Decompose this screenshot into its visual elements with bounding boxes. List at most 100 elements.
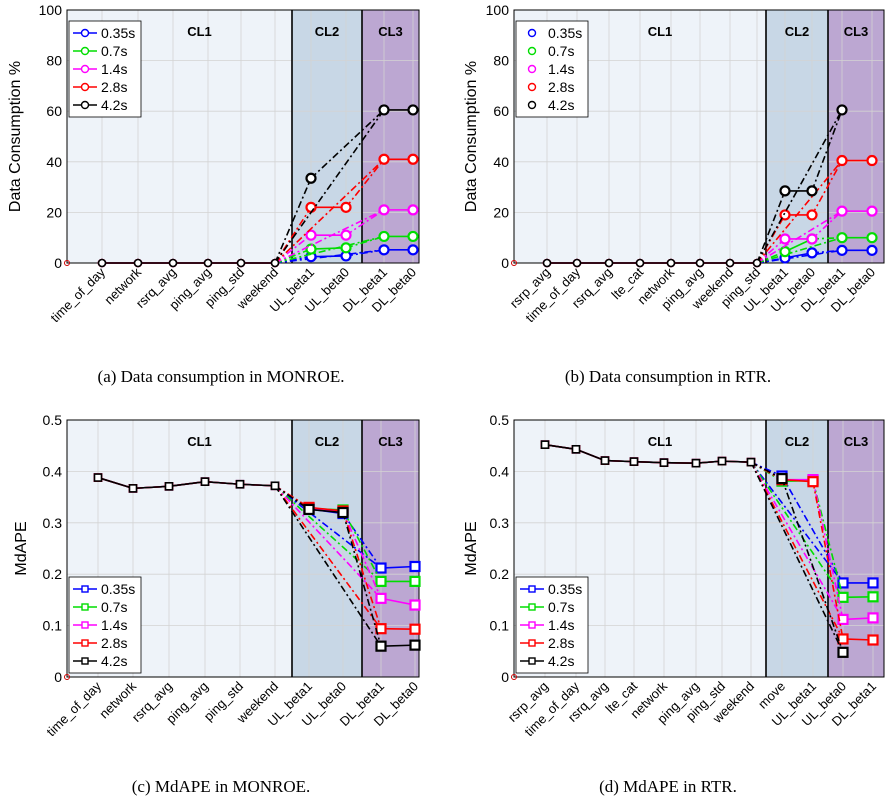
series-4_2s	[97, 104, 419, 268]
series-segment	[756, 190, 786, 264]
data-point	[837, 633, 849, 645]
data-point	[409, 639, 421, 651]
data-point	[600, 456, 610, 465]
data-point	[375, 640, 387, 652]
band-cl3	[828, 10, 884, 263]
data-point	[378, 153, 390, 165]
y-tick-label: 20	[493, 204, 509, 220]
legend-label: 4.2s	[548, 653, 574, 669]
cluster-label: CL2	[785, 24, 810, 39]
y-tick-label: 60	[493, 103, 509, 119]
series-segment	[274, 485, 382, 599]
legend-marker	[528, 585, 536, 593]
series-segment	[274, 485, 382, 569]
data-point	[93, 473, 103, 482]
legend-label: 2.8s	[548, 635, 574, 651]
chart-caption: (b) Data consumption in RTR.	[565, 367, 771, 386]
legend-label: 1.4s	[548, 61, 574, 77]
cluster-label: CL2	[785, 434, 810, 449]
data-point	[235, 479, 245, 489]
data-point	[407, 244, 419, 256]
data-point	[375, 575, 387, 587]
cluster-label: CL3	[844, 434, 869, 449]
series-segment	[380, 627, 416, 630]
series-segment	[239, 483, 276, 487]
y-tick-label: 0.5	[490, 412, 510, 428]
series-4_2s	[542, 104, 848, 268]
y-tick-label: 0.5	[43, 412, 63, 428]
data-point	[378, 204, 390, 216]
legend-label: 0.35s	[101, 581, 135, 597]
series-segment	[310, 247, 347, 250]
band-cl3	[362, 10, 419, 263]
data-point	[779, 185, 791, 197]
series-segment	[575, 448, 606, 462]
series-segment	[604, 459, 635, 463]
data-point	[837, 591, 849, 603]
data-point	[305, 172, 317, 184]
y-axis-label: MdAPE	[463, 521, 480, 575]
data-point	[407, 104, 419, 116]
series-segment	[756, 214, 786, 264]
data-point	[806, 185, 818, 197]
chart-caption: (a) Data consumption in MONROE.	[98, 367, 345, 386]
data-point	[164, 482, 174, 491]
series-segment	[750, 461, 844, 653]
legend-marker	[80, 100, 90, 110]
data-point	[752, 258, 762, 268]
legend-label: 1.4s	[101, 617, 127, 633]
data-point	[807, 476, 819, 488]
legend-marker	[527, 64, 537, 74]
data-point	[635, 258, 645, 268]
data-point	[604, 258, 614, 268]
data-point	[866, 244, 878, 256]
data-point	[666, 258, 676, 268]
data-point	[837, 646, 849, 658]
y-tick-label: 0.2	[43, 566, 63, 582]
data-point	[867, 612, 879, 624]
y-tick-label: 20	[46, 204, 62, 220]
series-segment	[380, 565, 416, 569]
data-point	[779, 209, 791, 221]
data-point	[409, 575, 421, 587]
data-point	[540, 440, 550, 449]
data-point	[836, 205, 848, 217]
data-point	[200, 477, 210, 486]
series-segment	[308, 508, 344, 514]
data-point	[836, 104, 848, 116]
band-cl3	[362, 420, 419, 677]
cluster-label: CL1	[187, 24, 212, 39]
series-segment	[781, 475, 844, 584]
data-point	[133, 258, 143, 268]
y-tick-label: 0.2	[490, 566, 510, 582]
y-tick-label: 0.1	[490, 618, 510, 634]
data-point	[629, 457, 639, 466]
data-point	[407, 230, 419, 243]
band-cl2	[766, 420, 828, 677]
legend-marker	[527, 46, 537, 56]
data-point	[779, 233, 791, 245]
legend-label: 0.35s	[101, 25, 135, 41]
series-segment	[274, 177, 312, 264]
data-point	[806, 233, 818, 245]
series-segment	[274, 235, 385, 264]
data-point	[203, 258, 213, 268]
chart-1: CL1 CL2 CL3 0 20 40 60 80 100 Data Consumption % t…	[7, 2, 420, 386]
series-segment	[380, 644, 416, 647]
y-tick-label: 0	[501, 669, 509, 685]
legend-label: 2.8s	[101, 79, 127, 95]
legend-label: 1.4s	[101, 61, 127, 77]
series-segment	[756, 160, 843, 264]
data-point	[378, 230, 390, 243]
legend-label: 4.2s	[548, 97, 574, 113]
origin-marker	[511, 674, 517, 680]
cluster-label: CL1	[187, 434, 212, 449]
series-segment	[756, 210, 843, 264]
x-tick-label: time_of_day	[47, 264, 108, 325]
series-segment	[756, 238, 786, 264]
chart-caption: (d) MdAPE in RTR.	[599, 777, 737, 796]
legend-label: 1.4s	[548, 617, 574, 633]
data-point	[691, 458, 701, 468]
series-4_2s	[540, 440, 849, 658]
